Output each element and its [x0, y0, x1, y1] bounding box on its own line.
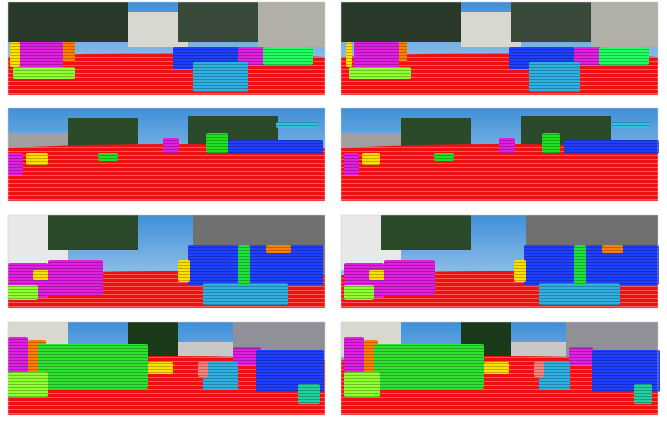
segment-scanlines — [434, 153, 454, 161]
scene-object — [341, 133, 401, 148]
segment-scanlines — [399, 42, 407, 62]
segment-scanlines — [18, 42, 63, 67]
panel-border — [340, 321, 659, 416]
segment-scanlines — [63, 42, 75, 62]
segment-scanlines — [38, 344, 148, 389]
scene-object — [511, 2, 591, 42]
segment-scanlines — [193, 62, 248, 92]
panel-border — [7, 1, 326, 96]
image-panel — [340, 214, 659, 309]
segment-scanlines — [98, 153, 118, 161]
segment-scanlines — [228, 140, 323, 154]
image-panel — [7, 107, 326, 202]
segment-scanlines — [163, 138, 179, 153]
segment-scanlines — [602, 245, 623, 253]
segment-scanlines — [13, 67, 75, 79]
panel-border — [7, 214, 326, 309]
segment-scanlines — [188, 245, 323, 285]
segment-scanlines — [574, 245, 586, 285]
ground-segment — [8, 144, 325, 201]
scene-object — [381, 215, 471, 250]
segment-scanlines — [539, 362, 570, 390]
segment-scanlines — [238, 47, 268, 65]
segment-scanlines — [10, 42, 20, 67]
image-panel — [340, 1, 659, 96]
image-panel — [7, 1, 326, 96]
panel-border — [340, 214, 659, 309]
segment-scanlines — [8, 153, 23, 175]
segment-scanlines — [369, 270, 385, 280]
segment-scanlines — [574, 47, 604, 65]
scene-object — [341, 2, 461, 42]
panel-border — [340, 1, 659, 96]
segment-scanlines — [344, 285, 374, 300]
segment-scanlines — [534, 362, 544, 377]
segment-scanlines — [346, 42, 352, 67]
segment-scanlines — [384, 260, 435, 295]
segment-scanlines — [524, 245, 659, 285]
segment-scanlines — [266, 245, 291, 253]
segment-scanlines — [178, 260, 190, 282]
panel-border — [340, 107, 659, 202]
panel-border — [7, 107, 326, 202]
segment-scanlines — [263, 47, 313, 65]
scene-object — [8, 133, 68, 148]
segment-scanlines — [33, 270, 53, 280]
panel-border — [7, 321, 326, 416]
segment-scanlines — [148, 362, 173, 374]
segment-scanlines — [354, 42, 399, 67]
scene-object — [48, 215, 138, 250]
segment-scanlines — [484, 362, 509, 374]
segment-scanlines — [26, 153, 48, 165]
image-panel — [340, 321, 660, 416]
segment-scanlines — [8, 285, 38, 300]
segment-scanlines — [198, 362, 208, 377]
segment-scanlines — [564, 140, 659, 154]
segment-scanlines — [48, 260, 103, 295]
scene-object — [258, 2, 325, 47]
segment-scanlines — [206, 133, 228, 153]
segment-scanlines — [542, 133, 560, 153]
scene-object — [68, 118, 138, 148]
segment-scanlines — [238, 245, 250, 285]
scene-object — [8, 2, 128, 42]
segment-scanlines — [514, 260, 526, 282]
segment-scanlines — [233, 347, 261, 365]
image-panel — [7, 321, 326, 416]
ground-segment — [341, 144, 658, 201]
segment-scanlines — [539, 283, 620, 305]
segment-scanlines — [8, 372, 48, 397]
image-panel — [340, 107, 659, 202]
scene-object — [591, 2, 658, 47]
segment-scanlines — [203, 362, 238, 390]
segment-scanlines — [203, 283, 288, 305]
image-panel — [7, 214, 326, 309]
segment-scanlines — [349, 67, 411, 79]
segment-scanlines — [362, 153, 380, 165]
segment-scanlines — [499, 138, 515, 153]
segment-scanlines — [569, 347, 593, 365]
segment-scanlines — [276, 122, 318, 128]
segment-scanlines — [344, 372, 380, 397]
scene-object — [178, 2, 258, 42]
segment-scanlines — [344, 153, 359, 175]
segment-scanlines — [612, 122, 650, 128]
segment-scanlines — [529, 62, 580, 92]
segment-scanlines — [374, 344, 484, 389]
segment-scanlines — [634, 384, 652, 404]
segment-scanlines — [298, 384, 320, 404]
segment-scanlines — [599, 47, 649, 65]
scene-object — [401, 118, 471, 148]
